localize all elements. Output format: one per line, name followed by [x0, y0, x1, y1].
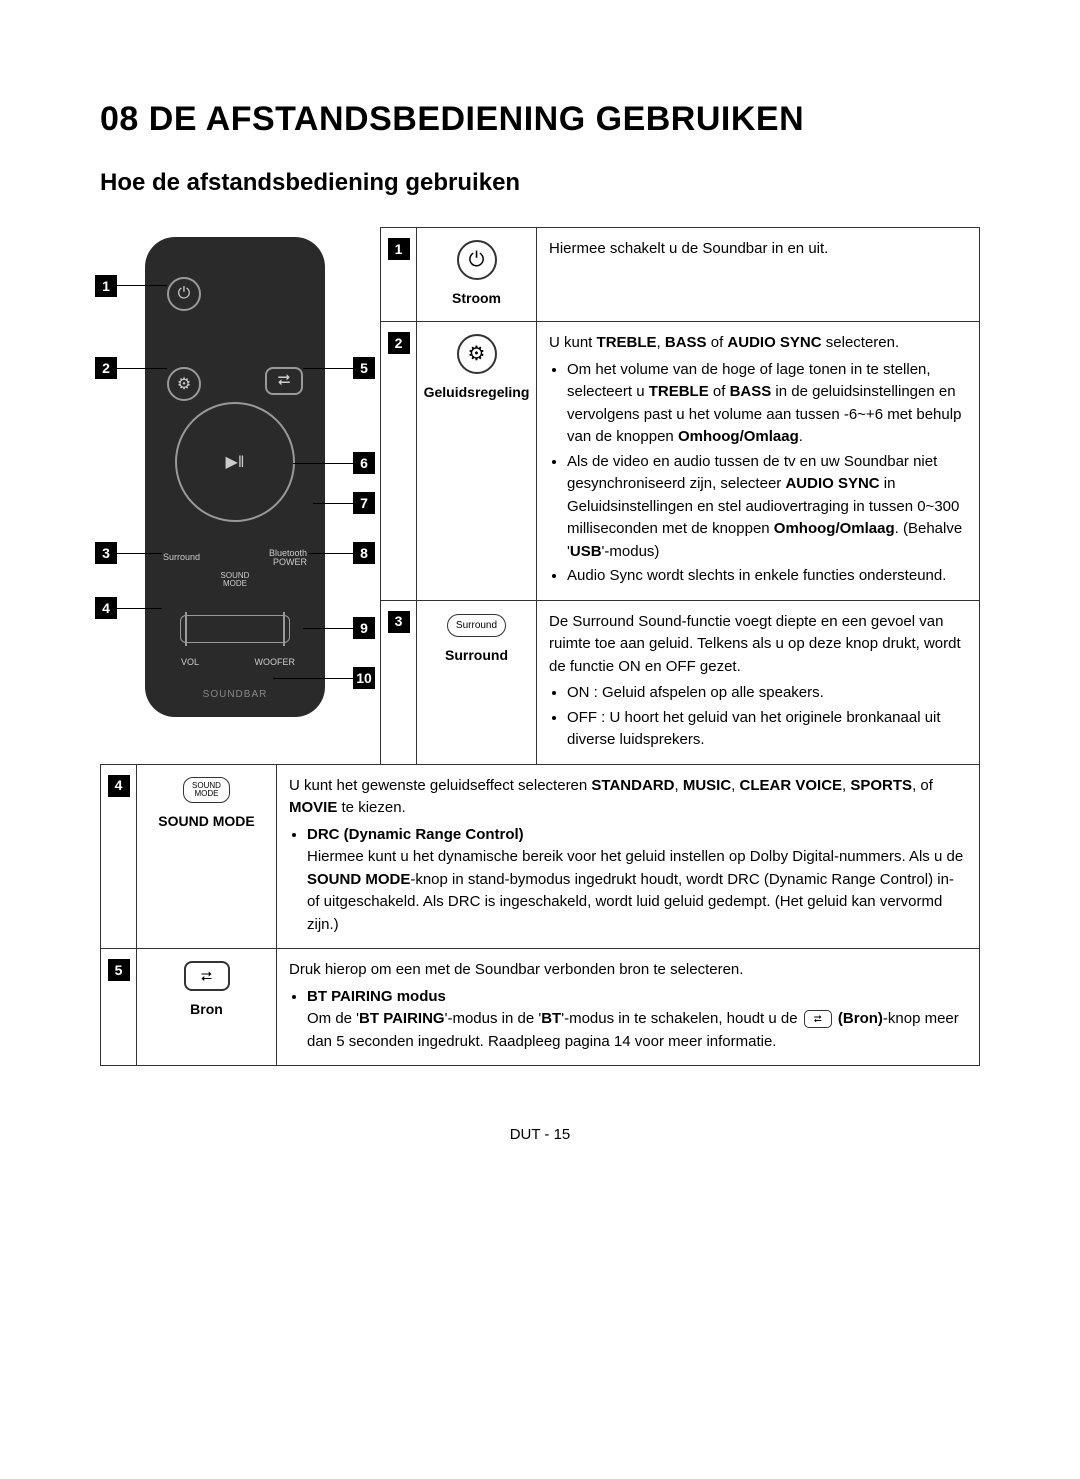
table-row: 5 ⮂ Bron Druk hierop om een met de Soundbar… — [101, 949, 980, 1066]
description-table-bottom: 4 SOUNDMODE SOUND MODE U kunt het gewenste … — [100, 764, 980, 1067]
row-number: 3 — [388, 611, 410, 633]
row-icon-cell: ⏻ Stroom — [417, 228, 537, 322]
table-row: 3 Surround Surround De Surround Sound-funct… — [381, 600, 980, 764]
description-table-top: 1 ⏻ Stroom Hiermee schakelt u de Soundbar i… — [380, 227, 980, 765]
icon-label: Stroom — [423, 288, 530, 309]
row-number: 1 — [388, 238, 410, 260]
remote-btpower-label: BluetoothPOWER — [269, 549, 307, 567]
callout-2: 2 — [95, 357, 117, 379]
source-icon: ⮂ — [184, 961, 230, 991]
table-row: 4 SOUNDMODE SOUND MODE U kunt het gewenste … — [101, 764, 980, 949]
gear-icon: ⚙ — [167, 367, 201, 401]
gear-icon: ⚙ — [457, 334, 497, 374]
row-description: U kunt het gewenste geluidseffect select… — [277, 764, 980, 949]
row-icon-cell: SOUNDMODE SOUND MODE — [137, 764, 277, 949]
remote-column: ⏻ ⚙ ⮂ ▶‖ Surround BluetoothPOWER SOUNDMO… — [100, 227, 370, 765]
row-icon-cell: Surround Surround — [417, 600, 537, 764]
remote-graphic: ⏻ ⚙ ⮂ ▶‖ Surround BluetoothPOWER SOUNDMO… — [145, 237, 325, 717]
section-title: Hoe de afstandsbediening gebruiken — [100, 169, 980, 197]
remote-soundmode-label: SOUNDMODE — [221, 572, 250, 588]
soundmode-icon: SOUNDMODE — [183, 777, 230, 803]
icon-label: Geluidsregeling — [423, 382, 530, 403]
row-description: Hiermee schakelt u de Soundbar in en uit… — [537, 228, 980, 322]
table-row: 1 ⏻ Stroom Hiermee schakelt u de Soundbar i… — [381, 228, 980, 322]
remote-vol-bar — [185, 612, 187, 646]
row-description: U kunt TREBLE, BASS of AUDIO SYNC select… — [537, 322, 980, 601]
row-number: 2 — [388, 332, 410, 354]
icon-label: SOUND MODE — [143, 811, 270, 832]
main-layout: ⏻ ⚙ ⮂ ▶‖ Surround BluetoothPOWER SOUNDMO… — [100, 227, 980, 765]
row-number: 4 — [108, 775, 130, 797]
callout-5: 5 — [353, 357, 375, 379]
power-icon: ⏻ — [457, 240, 497, 280]
callout-4: 4 — [95, 597, 117, 619]
callout-9: 9 — [353, 617, 375, 639]
icon-label: Bron — [143, 999, 270, 1020]
row-icon-cell: ⚙ Geluidsregeling — [417, 322, 537, 601]
source-icon: ⮂ — [265, 367, 303, 395]
callout-6: 6 — [353, 452, 375, 474]
callout-8: 8 — [353, 542, 375, 564]
remote-surround-label: Surround — [163, 552, 200, 562]
table-row: 2 ⚙ Geluidsregeling U kunt TREBLE, BASS of … — [381, 322, 980, 601]
remote-woofer-bar — [283, 612, 285, 646]
callout-1: 1 — [95, 275, 117, 297]
remote-vol-label: VOL — [181, 657, 199, 667]
row-number: 5 — [108, 959, 130, 981]
icon-label: Surround — [423, 645, 530, 666]
remote-indicator — [180, 615, 290, 643]
surround-icon: Surround — [447, 614, 506, 637]
page-footer: DUT - 15 — [100, 1126, 980, 1143]
callout-10: 10 — [353, 667, 375, 689]
power-icon: ⏻ — [167, 277, 201, 311]
row-description: De Surround Sound-functie voegt diepte e… — [537, 600, 980, 764]
row-description: Druk hierop om een met de Soundbar verbo… — [277, 949, 980, 1066]
callout-7: 7 — [353, 492, 375, 514]
callout-3: 3 — [95, 542, 117, 564]
remote-brand-label: SOUNDBAR — [203, 689, 268, 700]
chapter-title: 08 DE AFSTANDSBEDIENING GEBRUIKEN — [100, 100, 980, 139]
row-icon-cell: ⮂ Bron — [137, 949, 277, 1066]
remote-woofer-label: WOOFER — [255, 657, 296, 667]
wheel-icon: ▶‖ — [175, 402, 295, 522]
